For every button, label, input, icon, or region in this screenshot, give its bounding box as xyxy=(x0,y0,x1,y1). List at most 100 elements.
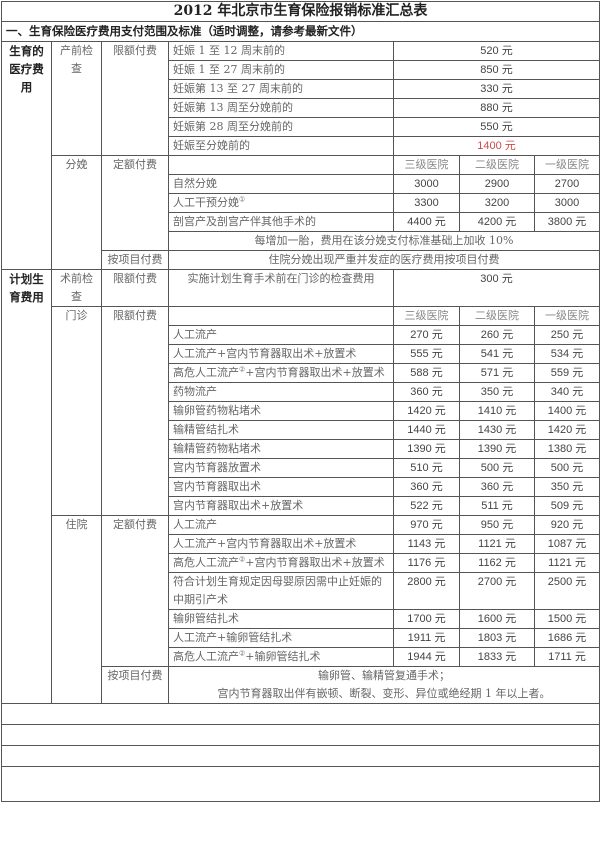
blank-cell xyxy=(168,306,394,326)
amount-cell: 2700 xyxy=(533,174,600,194)
amount-cell: 4200 元 xyxy=(459,212,535,232)
amount-cell: 3800 元 xyxy=(533,212,600,232)
amount-cell: 1400 元 xyxy=(533,401,600,421)
amount-cell: 1087 元 xyxy=(533,534,600,554)
amount-cell: 1700 元 xyxy=(393,609,460,629)
amount-cell: 511 元 xyxy=(459,496,535,516)
amount-cell: 950 元 xyxy=(459,515,535,535)
amount-cell: 4400 元 xyxy=(393,212,460,232)
item-name: 输精管结扎术 xyxy=(168,420,394,440)
amount-cell: 880 元 xyxy=(392,98,600,118)
amount-cell: 509 元 xyxy=(533,496,600,516)
subcategory-inpatient: 住院 xyxy=(51,515,102,704)
subcategory-pre-op: 术前检查 xyxy=(51,269,102,307)
amount-cell: 2700 元 xyxy=(459,572,535,610)
amount-cell: 340 元 xyxy=(533,382,600,402)
item-label: 输卵管结扎术 xyxy=(173,612,239,625)
amount-cell: 559 元 xyxy=(533,363,600,383)
amount-cell: 1711 元 xyxy=(533,647,600,667)
hospital-level-header: 二级医院 xyxy=(459,155,535,175)
empty-row xyxy=(0,745,600,767)
payment-type: 限额付费 xyxy=(101,269,169,307)
item-label: 输精管结扎术 xyxy=(173,423,239,436)
item-payment-note: 住院分娩出现严重并发症的医疗费用按项目付费 xyxy=(167,250,600,270)
amount-cell: 330 元 xyxy=(392,79,600,99)
subcategory-outpatient: 门诊 xyxy=(51,306,102,516)
table-row: 一、生育保险医疗费用支付范围及标准（适时调整，请参考最新文件） xyxy=(0,21,600,42)
item-name: 剖宫产及剖宫产伴其他手术的 xyxy=(168,212,394,232)
table-row xyxy=(0,745,600,767)
footnote-mark: ② xyxy=(239,649,246,658)
item-name: 人工干预分娩① xyxy=(168,193,394,213)
amount-cell: 1143 元 xyxy=(393,534,460,554)
table-row: 高危人工流产②+宫内节育器取出术+放置术 588 元 571 元 559 元 xyxy=(2,363,600,383)
amount-cell: 541 元 xyxy=(459,344,535,364)
amount-cell: 500 元 xyxy=(459,458,535,478)
table-row: 2012 年北京市生育保险报销标准汇总表 xyxy=(0,1,600,22)
amount-cell: 550 元 xyxy=(392,117,600,137)
amount-cell: 1440 元 xyxy=(393,420,460,440)
amount-cell: 270 元 xyxy=(393,325,460,345)
item-label: 输精管药物粘堵术 xyxy=(173,442,261,455)
item-name: 妊娠第 13 周至分娩前的 xyxy=(168,98,394,118)
item-label: 宫内节育器取出术+放置术 xyxy=(173,499,304,512)
item-label: 宫内节育器放置术 xyxy=(173,461,261,474)
amount-cell: 3000 xyxy=(533,193,600,213)
amount-cell: 522 元 xyxy=(393,496,460,516)
item-name: 妊娠第 28 周至分娩前的 xyxy=(168,117,394,137)
item-name: 人工流产+输卵管结扎术 xyxy=(168,628,394,648)
amount-cell: 2800 元 xyxy=(393,572,460,610)
amount-cell: 2500 元 xyxy=(533,572,600,610)
table-row: 人工干预分娩① 3300 3200 3000 xyxy=(2,193,600,213)
item-label: 输卵管药物粘堵术 xyxy=(173,404,261,417)
item-name: 妊娠至分娩前的 xyxy=(168,136,394,156)
amount-cell: 1380 元 xyxy=(533,439,600,459)
amount-cell: 520 元 xyxy=(392,41,600,61)
item-name: 符合计划生育规定因母婴原因需中止妊娠的中期引产术 xyxy=(168,572,394,610)
item-name: 宫内节育器取出术+放置术 xyxy=(168,496,394,516)
amount-cell: 300 元 xyxy=(392,269,600,307)
item-label: 自然分娩 xyxy=(173,177,217,190)
item-label-suffix: +宫内节育器取出术+放置术 xyxy=(245,556,385,569)
table-row: 每增加一胎，费用在该分娩支付标准基础上加收 10% xyxy=(2,231,600,251)
hospital-level-header: 三级医院 xyxy=(393,306,460,326)
item-label: 人工干预分娩 xyxy=(173,196,239,209)
item-name: 输卵管结扎术 xyxy=(168,609,394,629)
payment-type: 按项目付费 xyxy=(101,666,169,704)
item-name: 妊娠 1 至 12 周末前的 xyxy=(168,41,394,61)
table-row: 门诊 限额付费 三级医院 二级医院 一级医院 xyxy=(2,306,600,516)
item-label: 妊娠 1 至 12 周末前的 xyxy=(173,44,285,57)
amount-cell: 1390 元 xyxy=(459,439,535,459)
amount-cell: 920 元 xyxy=(533,515,600,535)
item-label: 妊娠第 13 周至分娩前的 xyxy=(173,101,293,114)
table-row: 按项目付费 输卵管、输精管复通手术； 宫内节育器取出伴有嵌顿、断裂、变形、异位或绝经… xyxy=(2,666,600,704)
amount-cell: 1911 元 xyxy=(393,628,460,648)
category-family-planning: 计划生育费用 xyxy=(1,269,52,704)
item-label: 人工流产+输卵管结扎术 xyxy=(173,631,293,644)
item-name: 自然分娩 xyxy=(168,174,394,194)
table-row: 宫内节育器取出术+放置术 522 元 511 元 509 元 xyxy=(2,496,600,516)
item-name: 高危人工流产②+宫内节育器取出术+放置术 xyxy=(168,553,394,573)
payment-type: 定额付费 xyxy=(101,515,169,667)
table-row: 住院 定额付费 人工流产 970 元 950 元 920 元 xyxy=(2,515,600,704)
item-label: 人工流产 xyxy=(173,518,217,531)
item-name: 实施计划生育手术前在门诊的检查费用 xyxy=(168,269,394,307)
hospital-level-header: 二级医院 xyxy=(459,306,535,326)
item-label: 妊娠第 28 周至分娩前的 xyxy=(173,120,293,133)
payment-type: 定额付费 xyxy=(101,155,169,251)
amount-cell: 1430 元 xyxy=(459,420,535,440)
amount-cell: 350 元 xyxy=(459,382,535,402)
empty-row xyxy=(0,724,600,746)
table-row: 高危人工流产②+输卵管结扎术 1944 元 1833 元 1711 元 xyxy=(2,647,600,667)
amount-cell: 534 元 xyxy=(533,344,600,364)
hospital-level-header: 三级医院 xyxy=(393,155,460,175)
note-line: 宫内节育器取出伴有嵌顿、断裂、变形、异位或绝经期 1 年以上者。 xyxy=(217,687,551,700)
amount-cell: 360 元 xyxy=(393,477,460,497)
amount-cell: 3300 xyxy=(393,193,460,213)
item-label: 符合计划生育规定因母婴原因需中止妊娠的中期引产术 xyxy=(173,575,382,606)
table-row: 妊娠第 13 周至分娩前的 880 元 xyxy=(2,98,600,118)
note-line: 输卵管、输精管复通手术； xyxy=(318,669,450,682)
amount-cell: 2900 xyxy=(459,174,535,194)
item-name: 输精管药物粘堵术 xyxy=(168,439,394,459)
item-label: 人工流产+宫内节育器取出术+放置术 xyxy=(173,347,357,360)
